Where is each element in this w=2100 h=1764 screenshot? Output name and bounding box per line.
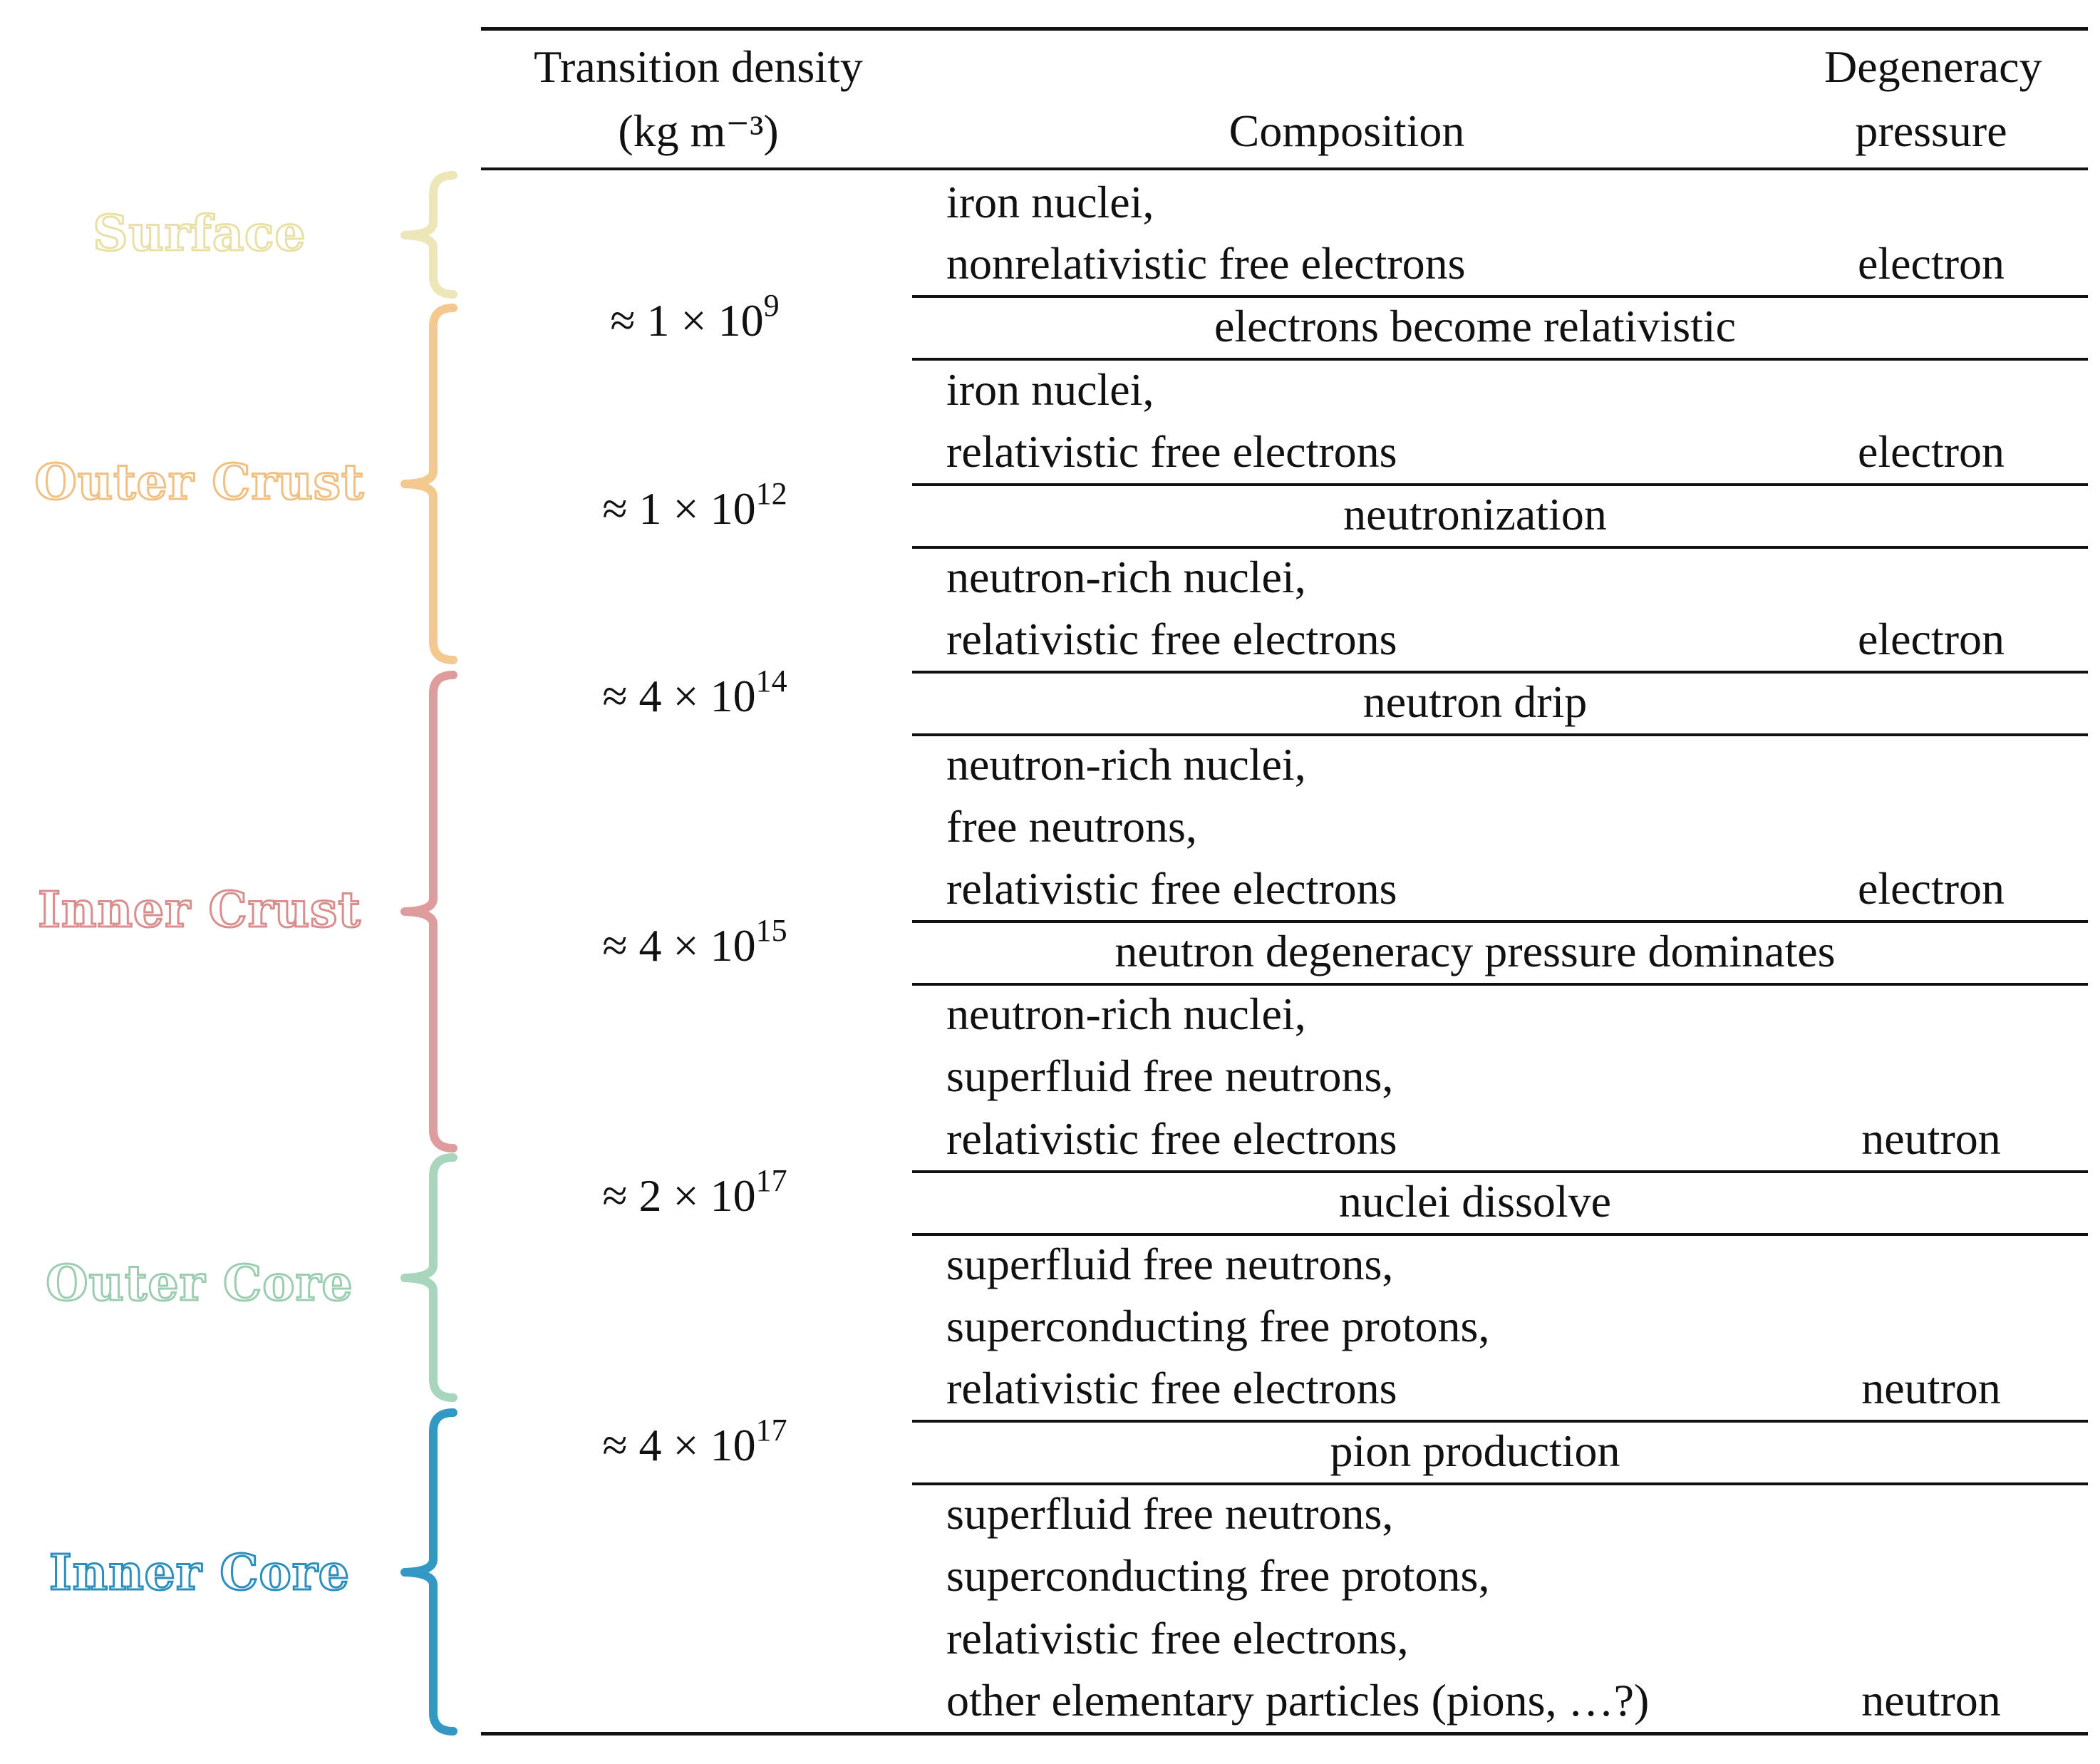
transition-density-value: ≈ 1 × 109 [552,290,837,346]
header-transition-density: Transition density [534,41,863,92]
transition-label: pion production [1330,1425,1620,1476]
transition-density-value: ≈ 4 × 1014 [552,666,837,721]
row-rule [912,671,2088,674]
density-prefix: ≈ 4 × 10 [602,671,756,721]
degeneracy-pressure: neutron [1861,1363,2001,1413]
transition-density-value: ≈ 4 × 1017 [552,1415,837,1470]
layer-label-outer-core: Outer Core [45,1255,353,1312]
composition-line: other elementary particles (pions, …?) [946,1675,1650,1726]
brace-inner-core [400,1408,457,1735]
density-exponent: 12 [755,476,787,511]
header-composition: Composition [1229,105,1465,156]
table-top-rule [481,27,2088,31]
row-rule [912,358,2088,361]
row-rule [912,920,2088,923]
transition-label: neutron drip [1362,676,1588,727]
composition-line: iron nuclei, [946,364,1154,415]
density-exponent: 9 [763,288,780,323]
composition-line: neutron-rich nuclei, [946,739,1306,790]
header-degeneracy: Degeneracy [1824,41,2042,92]
transition-density-value: ≈ 4 × 1015 [552,915,837,971]
row-rule [912,733,2088,736]
degeneracy-pressure: electron [1857,426,2005,477]
composition-line: nonrelativistic free electrons [946,238,1466,289]
layer-label-inner-core: Inner Core [48,1544,351,1601]
density-exponent: 17 [755,1413,787,1448]
header-bottom-rule [481,167,2088,170]
composition-line: relativistic free electrons [946,426,1397,477]
layer-label-surface: Surface [92,205,306,262]
degeneracy-pressure: neutron [1861,1675,2001,1726]
brace-outer-core-path [400,1153,457,1402]
composition-line: relativistic free electrons [946,863,1397,914]
row-rule [912,295,2088,298]
density-prefix: ≈ 1 × 10 [610,295,764,346]
row-rule [912,483,2088,486]
composition-line: superconducting free protons, [946,1301,1490,1351]
header-pressure: pressure [1855,105,2007,156]
transition-density-value: ≈ 2 × 1017 [552,1165,837,1221]
brace-surface-path [400,171,457,299]
row-rule [912,1233,2088,1236]
composition-line: superconducting free protons, [946,1550,1490,1601]
transition-density-value: ≈ 1 × 1012 [552,478,837,534]
transition-label: neutronization [1343,489,1607,540]
composition-line: superfluid free neutrons, [946,1051,1394,1101]
degeneracy-pressure: electron [1857,238,2005,289]
table-bottom-rule [481,1732,2088,1735]
composition-line: superfluid free neutrons, [946,1488,1394,1539]
brace-inner-crust-path [400,671,457,1152]
composition-line: iron nuclei, [946,177,1154,227]
layer-label-inner-crust: Inner Crust [37,882,362,939]
density-prefix: ≈ 4 × 10 [602,1420,756,1470]
degeneracy-pressure: electron [1857,614,2005,664]
row-rule [912,1482,2088,1485]
density-exponent: 17 [755,1163,787,1198]
composition-line: neutron-rich nuclei, [946,989,1306,1039]
composition-line: relativistic free electrons [946,1113,1397,1164]
composition-line: relativistic free electrons [946,614,1397,664]
density-exponent: 14 [755,664,787,698]
row-rule [912,983,2088,986]
brace-outer-core [400,1153,457,1402]
density-exponent: 15 [755,913,787,948]
brace-inner-core-path [400,1408,457,1735]
brace-outer-crust [400,304,457,664]
row-rule [912,546,2088,549]
row-rule [912,1170,2088,1173]
density-prefix: ≈ 4 × 10 [602,920,756,971]
density-prefix: ≈ 2 × 10 [602,1170,756,1221]
composition-line: neutron-rich nuclei, [946,552,1306,602]
density-prefix: ≈ 1 × 10 [602,483,756,534]
transition-label: nuclei dissolve [1338,1176,1612,1227]
composition-line: free neutrons, [946,801,1197,852]
brace-inner-crust [400,671,457,1152]
composition-line: superfluid free neutrons, [946,1239,1394,1289]
row-rule [912,1420,2088,1423]
composition-line: relativistic free electrons, [946,1613,1409,1664]
transition-label: neutron degeneracy pressure dominates [1114,926,1836,976]
brace-surface [400,171,457,299]
transition-label: electrons become relativistic [1214,301,1737,351]
header-density-unit: (kg m⁻³) [618,105,779,156]
brace-outer-crust-path [400,304,457,664]
degeneracy-pressure: neutron [1861,1113,2001,1164]
layer-label-outer-crust: Outer Crust [33,454,365,511]
degeneracy-pressure: electron [1857,863,2005,914]
composition-line: relativistic free electrons [946,1363,1397,1413]
